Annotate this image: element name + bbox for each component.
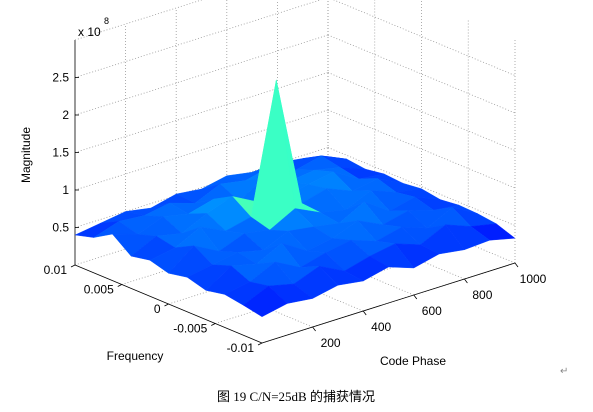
y-tick-label: 0 [154, 302, 161, 316]
grid-line [74, 72, 329, 153]
caption: 图 19 C/N=25dB 的捕获情况 [217, 389, 375, 404]
tick-mark [514, 262, 519, 268]
axis-line [261, 262, 516, 344]
tick-mark [413, 294, 418, 300]
z-scale-label: x 10 [78, 25, 101, 39]
x-tick-label: 600 [422, 304, 442, 318]
x-axis-label: Code Phase [380, 354, 446, 368]
y-tick-label: 0.005 [84, 283, 114, 297]
x-tick-label: 800 [472, 288, 492, 302]
z-tick-label: 2 [62, 108, 69, 122]
z-tick-label: 2.5 [52, 71, 69, 85]
tick-mark [362, 310, 367, 316]
z-scale-exponent: 8 [104, 16, 109, 26]
grid-line [327, 72, 516, 151]
grid-line [327, 34, 516, 114]
axis-line [74, 0, 203, 41]
grid-line [74, 147, 329, 228]
tick-mark [312, 326, 316, 332]
y-tick-label: -0.01 [227, 341, 255, 355]
grid-line [332, 0, 516, 76]
x-tick-label: 1000 [520, 272, 547, 286]
plot-area: 200 400 600 800 1000 -0.01 -0.005 0 0.005 0.01 0.5… [44, 0, 547, 355]
z-axis-label: Magnitude [19, 127, 33, 183]
y-tick-label: 0.01 [44, 263, 68, 277]
grid-line [74, 109, 329, 191]
grid-line [74, 0, 322, 78]
grid-line [327, 147, 516, 226]
grid-line [327, 109, 516, 189]
z-tick-label: 0.5 [52, 221, 69, 235]
surface-cell [242, 285, 288, 317]
tick-mark [164, 303, 169, 307]
tick-mark [211, 323, 216, 326]
y-tick-label: -0.005 [173, 322, 207, 336]
tick-mark [117, 284, 122, 287]
tick-mark [70, 264, 76, 268]
return-mark: ↵ [560, 366, 568, 377]
z-tick-label: 1 [62, 183, 69, 197]
tick-mark [257, 342, 263, 346]
y-axis-label: Frequency [107, 349, 164, 363]
z-tick-label: 1.5 [52, 146, 69, 160]
grid-line [74, 34, 329, 116]
x-tick-label: 400 [371, 320, 391, 334]
x-tick-label: 200 [321, 336, 341, 350]
tick-mark [464, 278, 468, 284]
